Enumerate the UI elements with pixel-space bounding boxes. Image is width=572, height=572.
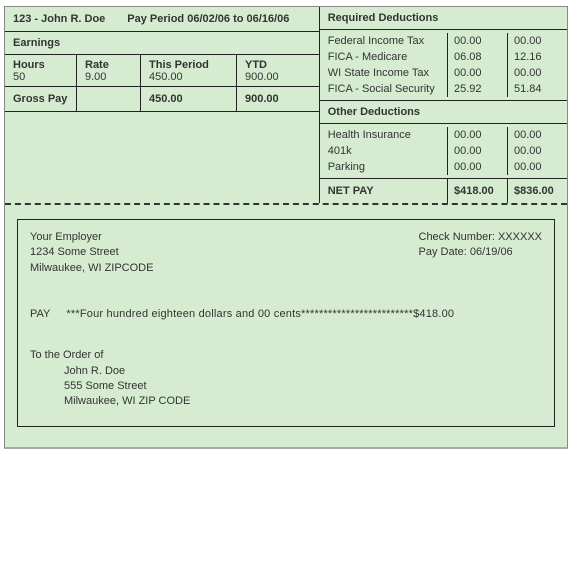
ytd-value: 900.00 xyxy=(245,71,311,83)
employer-city: Milwaukee, WI ZIPCODE xyxy=(30,261,153,276)
employee-id-name: 123 - John R. Doe xyxy=(13,13,105,25)
payee-name: John R. Doe xyxy=(30,364,542,379)
col-this-period: This Period 450.00 xyxy=(141,55,237,86)
this-period-label: This Period xyxy=(149,59,228,71)
check-header: Your Employer 1234 Some Street Milwaukee… xyxy=(30,230,542,276)
deduction-row: Federal Income Tax 00.00 00.00 xyxy=(320,33,567,49)
deduction-ytd: 00.00 xyxy=(507,33,567,49)
other-deductions-body: Health Insurance 00.00 00.00 401k 00.00 … xyxy=(320,124,567,179)
deduction-this: 00.00 xyxy=(447,127,507,143)
deduction-label: FICA - Social Security xyxy=(320,81,447,97)
deduction-ytd: 12.16 xyxy=(507,49,567,65)
employer-street: 1234 Some Street xyxy=(30,245,153,260)
check-area: Your Employer 1234 Some Street Milwaukee… xyxy=(5,205,567,447)
deduction-row: 401k 00.00 00.00 xyxy=(320,143,567,159)
deduction-label: Health Insurance xyxy=(320,127,447,143)
earnings-columns: Hours 50 Rate 9.00 This Period 450.00 YT… xyxy=(5,55,319,87)
deduction-row: FICA - Medicare 06.08 12.16 xyxy=(320,49,567,65)
deduction-row: Health Insurance 00.00 00.00 xyxy=(320,127,567,143)
rate-value: 9.00 xyxy=(85,71,132,83)
deduction-label: WI State Income Tax xyxy=(320,65,447,81)
employee-header: 123 - John R. Doe Pay Period 06/02/06 to… xyxy=(5,7,319,32)
order-title: To the Order of xyxy=(30,348,542,363)
deduction-label: 401k xyxy=(320,143,447,159)
employer-address: Your Employer 1234 Some Street Milwaukee… xyxy=(30,230,153,276)
stub-top: 123 - John R. Doe Pay Period 06/02/06 to… xyxy=(5,7,567,203)
hours-label: Hours xyxy=(13,59,68,71)
gross-rate-empty xyxy=(77,87,141,111)
deduction-ytd: 00.00 xyxy=(507,65,567,81)
earnings-title: Earnings xyxy=(5,32,319,55)
deduction-label: Federal Income Tax xyxy=(320,33,447,49)
pay-period: Pay Period 06/02/06 to 06/16/06 xyxy=(127,13,289,25)
deduction-label: Parking xyxy=(320,159,447,175)
payee-city: Milwaukee, WI ZIP CODE xyxy=(30,394,542,409)
earnings-column: 123 - John R. Doe Pay Period 06/02/06 to… xyxy=(5,7,320,203)
deduction-this: 25.92 xyxy=(447,81,507,97)
deduction-this: 00.00 xyxy=(447,65,507,81)
deduction-ytd: 51.84 xyxy=(507,81,567,97)
deduction-ytd: 00.00 xyxy=(507,159,567,175)
col-rate: Rate 9.00 xyxy=(77,55,141,86)
hours-value: 50 xyxy=(13,71,68,83)
deduction-ytd: 00.00 xyxy=(507,143,567,159)
pay-written-amount: ***Four hundred eighteen dollars and 00 … xyxy=(66,308,542,320)
pay-to-order: To the Order of John R. Doe 555 Some Str… xyxy=(30,348,542,410)
check-meta: Check Number: XXXXXX Pay Date: 06/19/06 xyxy=(419,230,543,276)
net-pay-label: NET PAY xyxy=(320,179,447,203)
other-deductions-title: Other Deductions xyxy=(320,101,567,124)
pay-date: Pay Date: 06/19/06 xyxy=(419,245,543,260)
rate-label: Rate xyxy=(85,59,132,71)
check-box: Your Employer 1234 Some Street Milwaukee… xyxy=(17,219,555,427)
gross-this-period: 450.00 xyxy=(141,87,237,111)
col-hours: Hours 50 xyxy=(5,55,77,86)
net-pay-row: NET PAY $418.00 $836.00 xyxy=(320,179,567,203)
ytd-label: YTD xyxy=(245,59,311,71)
deduction-row: WI State Income Tax 00.00 00.00 xyxy=(320,65,567,81)
required-deductions-title: Required Deductions xyxy=(320,7,567,30)
deduction-label: FICA - Medicare xyxy=(320,49,447,65)
check-number: Check Number: XXXXXX xyxy=(419,230,543,245)
deduction-this: 06.08 xyxy=(447,49,507,65)
net-pay-this: $418.00 xyxy=(447,179,507,203)
gross-label: Gross Pay xyxy=(5,87,77,111)
employer-name: Your Employer xyxy=(30,230,153,245)
deduction-this: 00.00 xyxy=(447,159,507,175)
pay-label: PAY xyxy=(30,308,50,320)
deduction-this: 00.00 xyxy=(447,143,507,159)
net-pay-ytd: $836.00 xyxy=(507,179,567,203)
payee-street: 555 Some Street xyxy=(30,379,542,394)
gross-pay-row: Gross Pay 450.00 900.00 xyxy=(5,87,319,112)
deduction-this: 00.00 xyxy=(447,33,507,49)
paystub-document: 123 - John R. Doe Pay Period 06/02/06 to… xyxy=(4,6,568,449)
deduction-row: FICA - Social Security 25.92 51.84 xyxy=(320,81,567,97)
pay-line: PAY ***Four hundred eighteen dollars and… xyxy=(30,308,542,320)
deductions-column: Required Deductions Federal Income Tax 0… xyxy=(320,7,567,203)
col-ytd: YTD 900.00 xyxy=(237,55,319,86)
this-period-value: 450.00 xyxy=(149,71,228,83)
gross-ytd: 900.00 xyxy=(237,87,319,111)
deduction-row: Parking 00.00 00.00 xyxy=(320,159,567,175)
deduction-ytd: 00.00 xyxy=(507,127,567,143)
required-deductions-body: Federal Income Tax 00.00 00.00 FICA - Me… xyxy=(320,30,567,101)
